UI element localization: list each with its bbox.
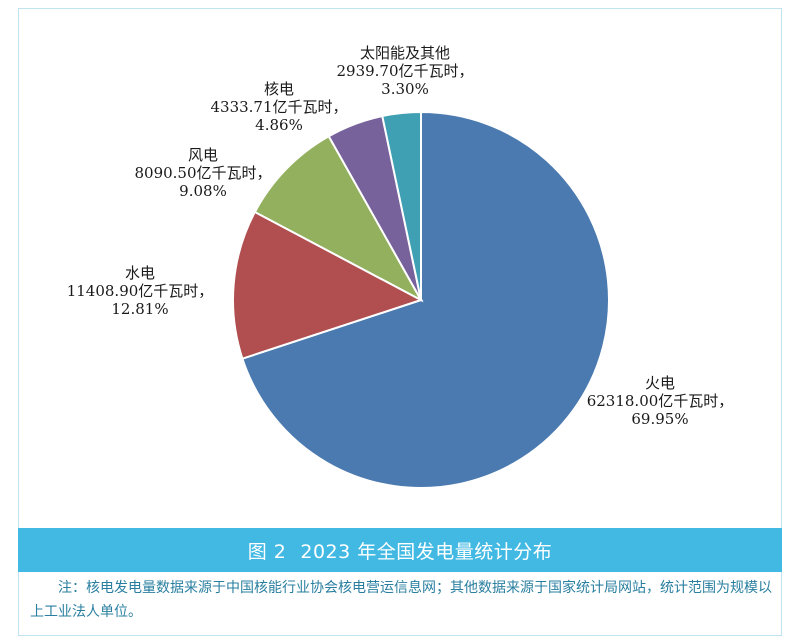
slice-percent: 12.81% bbox=[111, 300, 169, 318]
slice-value: 8090.50亿千瓦时， bbox=[134, 164, 272, 182]
slice-label-nuclear: 核电 4333.71亿千瓦时， 4.86% bbox=[194, 80, 364, 134]
slice-label-thermal: 火电 62318.00亿千瓦时， 69.95% bbox=[570, 374, 750, 428]
pie-slice-thermal bbox=[241, 110, 610, 489]
slice-value: 11408.90亿千瓦时， bbox=[66, 282, 214, 300]
slice-value: 62318.00亿千瓦时， bbox=[586, 392, 734, 410]
slice-name: 火电 bbox=[644, 374, 675, 392]
slice-percent: 4.86% bbox=[255, 116, 303, 134]
slice-percent: 9.08% bbox=[179, 182, 227, 200]
slice-label-solar-other: 太阳能及其他 2939.70亿千瓦时， 3.30% bbox=[320, 44, 490, 98]
slice-percent: 3.30% bbox=[381, 80, 429, 98]
slice-label-wind: 风电 8090.50亿千瓦时， 9.08% bbox=[118, 146, 288, 200]
slice-name: 太阳能及其他 bbox=[359, 44, 450, 62]
slice-value: 4333.71亿千瓦时， bbox=[210, 98, 348, 116]
figure-title: 2023 年全国发电量统计分布 bbox=[300, 540, 553, 563]
slice-name: 水电 bbox=[124, 264, 155, 282]
slice-value: 2939.70亿千瓦时， bbox=[336, 62, 474, 80]
pie-slice-wind bbox=[253, 134, 424, 303]
note-text: 注：核电发电量数据来源于中国核能行业协会核电营运信息网；其他数据来源于国家统计局… bbox=[30, 580, 772, 620]
figure-note: 注：核电发电量数据来源于中国核能行业协会核电营运信息网；其他数据来源于国家统计局… bbox=[30, 576, 780, 624]
slice-name: 风电 bbox=[187, 146, 218, 164]
slice-label-hydro: 水电 11408.90亿千瓦时， 12.81% bbox=[50, 264, 230, 318]
figure-number: 图 2 bbox=[247, 540, 287, 563]
pie-slice-hydro bbox=[232, 210, 424, 360]
pie-slice-solar-other bbox=[381, 110, 422, 301]
figure-caption: 图 2 2023 年全国发电量统计分布 bbox=[18, 528, 782, 572]
pie-chart bbox=[232, 110, 610, 489]
slice-percent: 69.95% bbox=[631, 410, 689, 428]
slice-name: 核电 bbox=[263, 80, 294, 98]
